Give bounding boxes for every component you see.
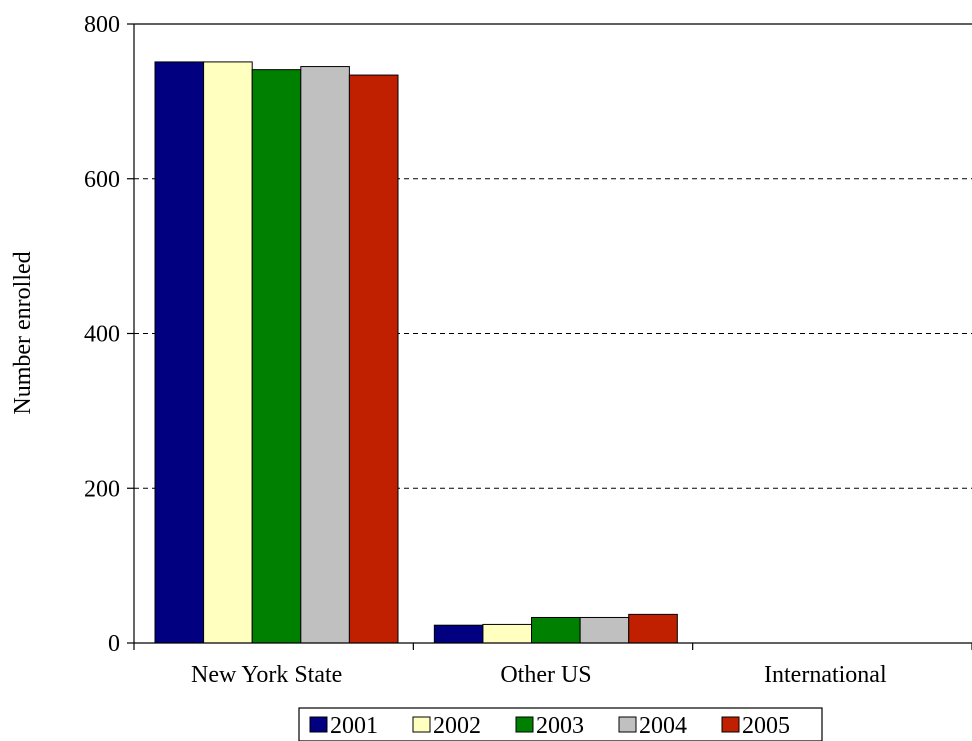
- y-tick-label: 800: [84, 12, 120, 38]
- x-category-label: New York State: [191, 662, 342, 688]
- legend-swatch-2004: [618, 716, 637, 733]
- legend-swatch-2005: [721, 716, 740, 733]
- legend-swatch-2002: [412, 716, 431, 733]
- y-tick-label: 200: [84, 476, 120, 502]
- bar-2005-0: [348, 74, 399, 644]
- legend-label-2001: 2001: [330, 713, 378, 739]
- x-category-label: Other US: [500, 662, 591, 688]
- bar-2001-1: [433, 624, 484, 644]
- bar-2001-0: [154, 61, 205, 644]
- y-axis-title: Number enrolled: [10, 251, 36, 414]
- legend-swatch-2001: [309, 716, 328, 733]
- legend-swatch-2003: [515, 716, 534, 733]
- axes: [127, 23, 972, 650]
- bar-2003-0: [251, 69, 302, 644]
- x-category-label: International: [764, 662, 887, 688]
- y-tick-label: 400: [84, 322, 120, 348]
- y-tick-labels: 0 200 400 600 800: [84, 12, 120, 657]
- legend-label-2003: 2003: [536, 713, 584, 739]
- legend-label-2002: 2002: [433, 713, 481, 739]
- bar-2004-1: [579, 616, 630, 644]
- bar-2005-1: [628, 613, 678, 644]
- bar-2002-1: [482, 623, 533, 644]
- legend-label-2004: 2004: [639, 713, 687, 739]
- legend: 2001 2002 2003 2004 2005: [298, 707, 823, 741]
- bars: [154, 61, 678, 644]
- bar-2004-0: [300, 66, 350, 644]
- bar-2002-0: [203, 61, 253, 644]
- legend-label-2005: 2005: [742, 713, 790, 739]
- y-tick-label: 600: [84, 167, 120, 193]
- x-category-labels: New York State Other US International: [191, 662, 887, 688]
- bar-2003-1: [531, 616, 581, 644]
- y-tick-label: 0: [108, 631, 120, 657]
